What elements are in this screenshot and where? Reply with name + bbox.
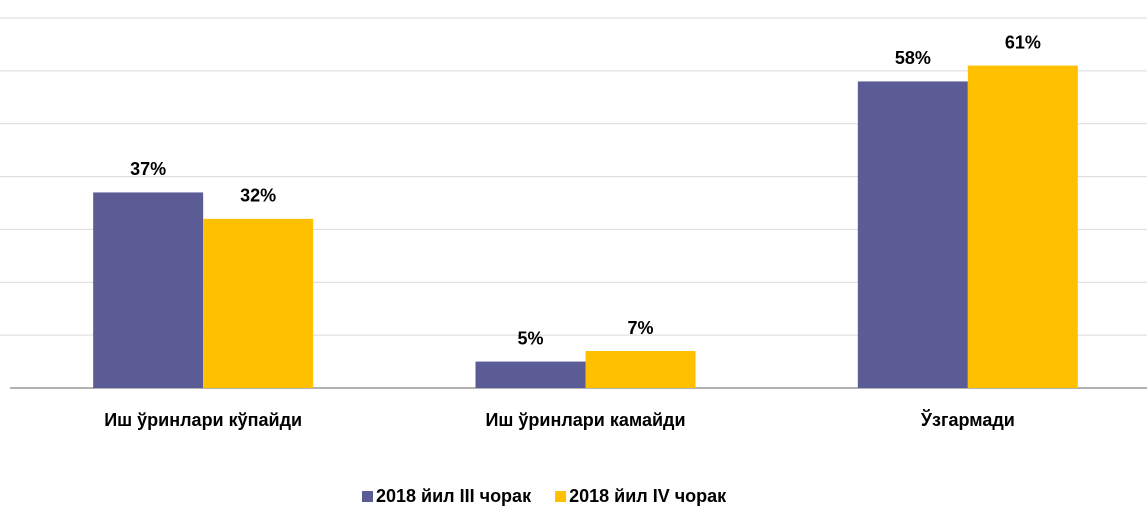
- legend-swatch: [555, 491, 567, 502]
- data-label: 61%: [1005, 32, 1041, 52]
- bar: [203, 218, 314, 388]
- legend-label: 2018 йил III чорак: [376, 486, 532, 506]
- data-label: 37%: [130, 159, 166, 179]
- bar: [93, 192, 204, 388]
- bar: [857, 81, 968, 388]
- x-tick-label: Ўзгармади: [920, 409, 1015, 430]
- bar: [967, 65, 1078, 389]
- legend-label: 2018 йил IV чорак: [569, 486, 727, 506]
- bar: [585, 351, 696, 388]
- x-tick-label: Иш ўринлари кўпайди: [104, 410, 302, 430]
- data-label: 58%: [895, 48, 931, 68]
- data-label: 32%: [240, 186, 276, 206]
- bar: [475, 361, 586, 388]
- x-tick-label: Иш ўринлари камайди: [485, 410, 685, 430]
- data-label: 5%: [517, 328, 543, 348]
- legend-swatch: [362, 491, 373, 502]
- data-label: 7%: [627, 318, 653, 338]
